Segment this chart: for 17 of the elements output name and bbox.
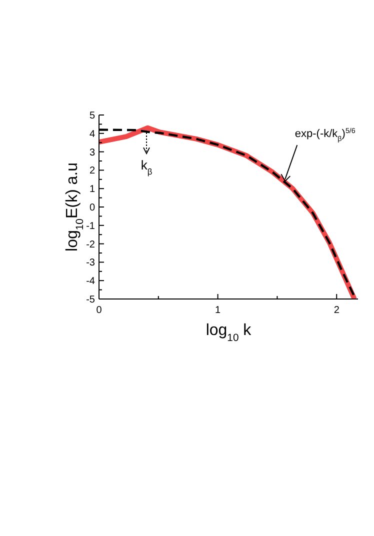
annotation: k$_{β}$ [140,158,152,177]
y-tick-label: 1 [89,184,96,196]
y-tick-label: 0 [89,202,96,214]
y-tick-label: 5 [89,110,96,122]
y-tick-label: 4 [89,128,96,140]
x-axis-title: log$_{10}$ k [206,322,252,344]
x-tick-label: 1 [215,305,222,316]
x-tick-label: 2 [334,305,340,316]
y-tick-label: -2 [86,239,96,250]
y-tick-label: -5 [86,294,96,306]
y-tick-label: 3 [89,147,96,158]
x-tick-label: 0 [96,305,102,316]
y-tick-label: -1 [86,220,96,232]
y-tick-label: -4 [86,276,96,288]
annotation: exp-(-k/k$_{β}$)$^{5/6}$ [294,127,356,144]
y-tick-label: 2 [89,166,96,177]
y-tick-label: -3 [86,258,96,269]
